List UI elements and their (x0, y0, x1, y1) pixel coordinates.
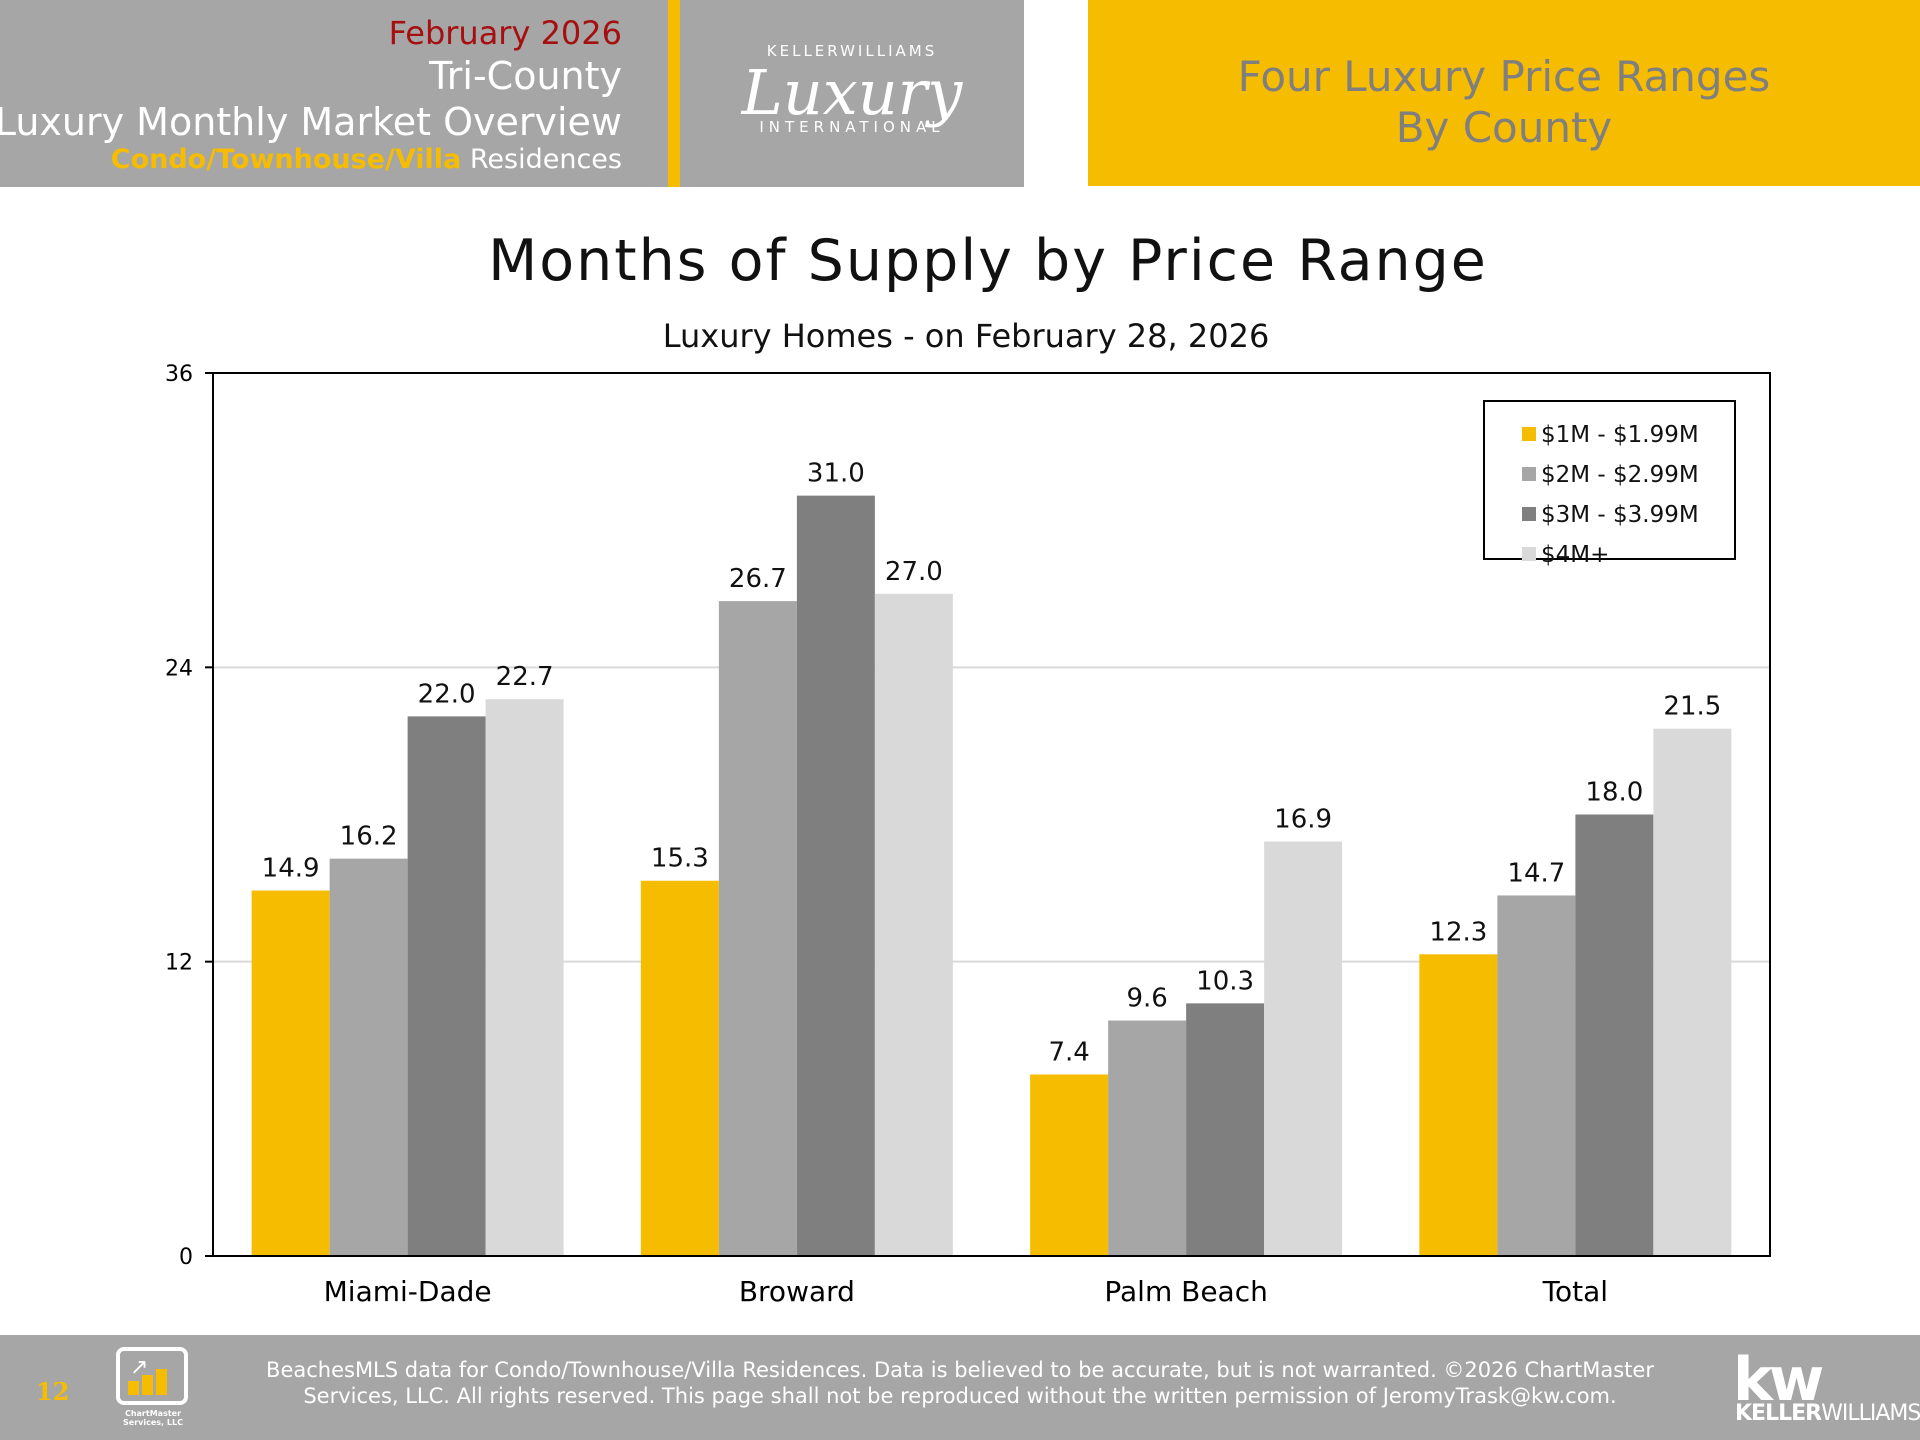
legend-label: $1M - $1.99M (1541, 422, 1699, 448)
chart-title: Months of Supply by Price Range (488, 228, 1488, 294)
bar (1108, 1020, 1187, 1256)
logo-bar (142, 1375, 153, 1395)
bar (485, 699, 564, 1256)
bar (796, 495, 875, 1256)
disclaimer-line2: Services, LLC. All rights reserved. This… (303, 1384, 1617, 1408)
page-number: 12 (36, 1377, 70, 1406)
y-tick-label: 36 (165, 362, 193, 387)
plot-frame (212, 372, 1771, 1257)
logo-text-line1: ChartMaster (124, 1409, 182, 1418)
data-label: 22.7 (496, 662, 554, 692)
property-type: Condo/Townhouse/Villa (110, 144, 462, 175)
bar (640, 880, 719, 1256)
logo-brand-top: KELLERWILLIAMS (766, 42, 938, 60)
logo-brand-script: Luxury (741, 56, 963, 129)
bar (329, 858, 408, 1256)
panel-title-line2: By County (1395, 103, 1613, 152)
data-label: 27.0 (885, 557, 943, 587)
data-label: 14.9 (262, 854, 320, 884)
data-label: 16.2 (340, 822, 398, 852)
footer: 12 ↗ ChartMaster Services, LLC BeachesML… (0, 1335, 1920, 1440)
category-label: Miami-Dade (324, 1275, 492, 1308)
kw-wordmark-bold: KELLER (1735, 1401, 1822, 1426)
chartmaster-logo-icon: ↗ (116, 1347, 188, 1405)
legend-label: $3M - $3.99M (1541, 502, 1699, 528)
bar (874, 593, 953, 1256)
chartmaster-logo-text: ChartMaster Services, LLC (112, 1409, 194, 1427)
y-tick-label: 0 (179, 1245, 193, 1270)
disclaimer-line1: BeachesMLS data for Condo/Townhouse/Vill… (266, 1358, 1654, 1382)
data-label: 10.3 (1196, 966, 1254, 996)
data-label: 15.3 (651, 844, 709, 874)
bar (251, 890, 330, 1256)
data-label: 22.0 (418, 679, 476, 709)
logo-bar (156, 1369, 167, 1395)
bar (1497, 895, 1576, 1256)
report-title: Luxury Monthly Market Overview (0, 100, 622, 144)
legend-swatch (1522, 427, 1536, 441)
bar (407, 716, 486, 1256)
legend-label: $2M - $2.99M (1541, 462, 1699, 488)
bar (1575, 814, 1654, 1256)
kw-luxury-logo: KELLERWILLIAMS Luxury INTERNATIONAL (680, 0, 1024, 187)
y-tick-label: 24 (165, 656, 193, 681)
bar (718, 601, 797, 1256)
logo-brand-bottom: INTERNATIONAL (759, 118, 945, 136)
header-panel: Four Luxury Price Ranges By County (1088, 0, 1920, 186)
category-label: Broward (739, 1275, 855, 1308)
report-date: February 2026 (388, 14, 622, 52)
bar (1030, 1074, 1109, 1256)
chart-subtitle: Luxury Homes - on February 28, 2026 (662, 317, 1270, 355)
kw-wordmark-rest: WILLIAMS. (1821, 1401, 1920, 1426)
data-label: 12.3 (1429, 917, 1487, 947)
data-label: 21.5 (1663, 692, 1721, 722)
logo-bar (128, 1381, 139, 1395)
legend-swatch (1522, 507, 1536, 521)
legend-label: $4M+ (1541, 542, 1609, 568)
data-label: 26.7 (729, 564, 787, 594)
bar (1264, 841, 1343, 1256)
trend-arrow-icon: ↗ (130, 1355, 149, 1380)
header-title-block: February 2026 Tri-County Luxury Monthly … (0, 0, 668, 187)
panel-title-line1: Four Luxury Price Ranges (1237, 52, 1771, 101)
data-label: 18.0 (1585, 778, 1643, 808)
legend-swatch (1522, 547, 1536, 561)
kw-wordmark: KELLERWILLIAMS. (1735, 1401, 1920, 1426)
bar (1186, 1003, 1265, 1256)
category-label: Palm Beach (1104, 1275, 1267, 1308)
y-tick-label: 12 (165, 951, 193, 976)
property-suffix: Residences (469, 144, 622, 175)
data-label: 16.9 (1274, 804, 1332, 834)
legend-swatch (1522, 467, 1536, 481)
kw-logo: kw (1733, 1345, 1824, 1415)
report-region: Tri-County (429, 54, 622, 98)
property-type-line: Condo/Townhouse/Villa Residences (111, 144, 622, 175)
category-label: Total (1542, 1275, 1608, 1308)
header-divider (668, 0, 680, 187)
disclaimer: BeachesMLS data for Condo/Townhouse/Vill… (230, 1357, 1690, 1409)
bar (1653, 728, 1732, 1256)
data-label: 14.7 (1507, 858, 1565, 888)
data-label: 7.4 (1048, 1037, 1089, 1067)
logo-text-line2: Services, LLC (123, 1418, 183, 1427)
data-label: 31.0 (807, 459, 865, 489)
bar (1419, 954, 1498, 1256)
data-label: 9.6 (1126, 984, 1167, 1014)
bar-chart: 0 12 24 36 14.9 16.2 22.0 22.7 Miami-Dade 15.3 26.… (165, 362, 1771, 1308)
